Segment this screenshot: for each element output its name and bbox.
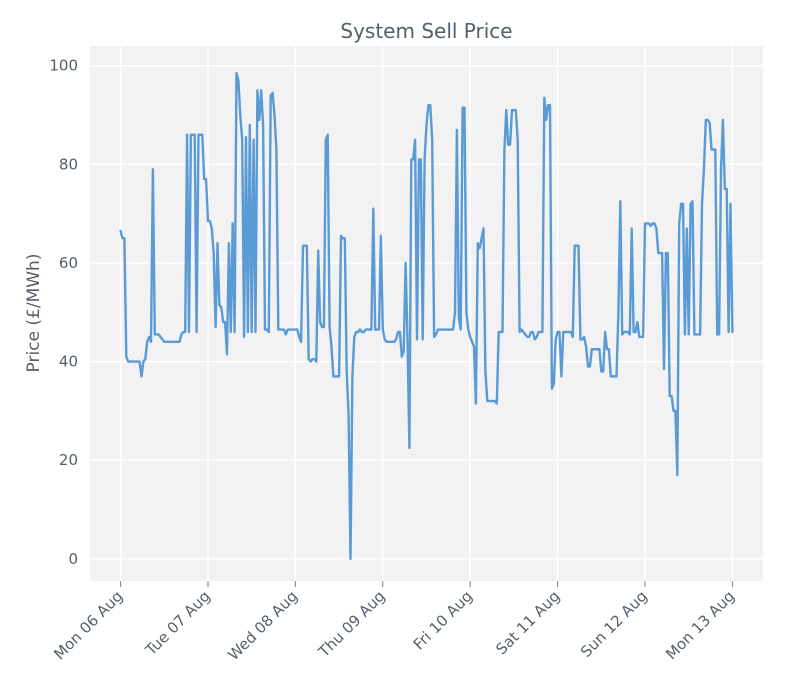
y-tick-label: 0: [68, 550, 78, 568]
x-tick-label: Mon 13 Aug: [662, 587, 738, 663]
x-tick-label: Fri 10 Aug: [410, 587, 476, 653]
y-axis-label: Price (£/MWh): [24, 254, 44, 373]
series-line-0: [119, 71, 734, 561]
x-tick-label: Sun 12 Aug: [577, 587, 651, 661]
y-tick-label: 80: [59, 155, 78, 173]
x-tick-label: Sat 11 Aug: [492, 587, 563, 658]
x-tick-label: Thu 09 Aug: [314, 587, 388, 661]
y-tick-label: 40: [59, 353, 78, 371]
x-tick-label: Mon 06 Aug: [50, 587, 126, 663]
y-tick-label: 60: [59, 254, 78, 272]
grid-lines: [90, 46, 763, 587]
data-series: [119, 71, 734, 561]
y-tick-label: 20: [59, 451, 78, 469]
x-tick-label: Tue 07 Aug: [141, 587, 214, 660]
y-tick-label: 100: [49, 57, 78, 75]
chart-title: System Sell Price: [340, 19, 512, 43]
x-tick-label: Wed 08 Aug: [224, 587, 301, 664]
